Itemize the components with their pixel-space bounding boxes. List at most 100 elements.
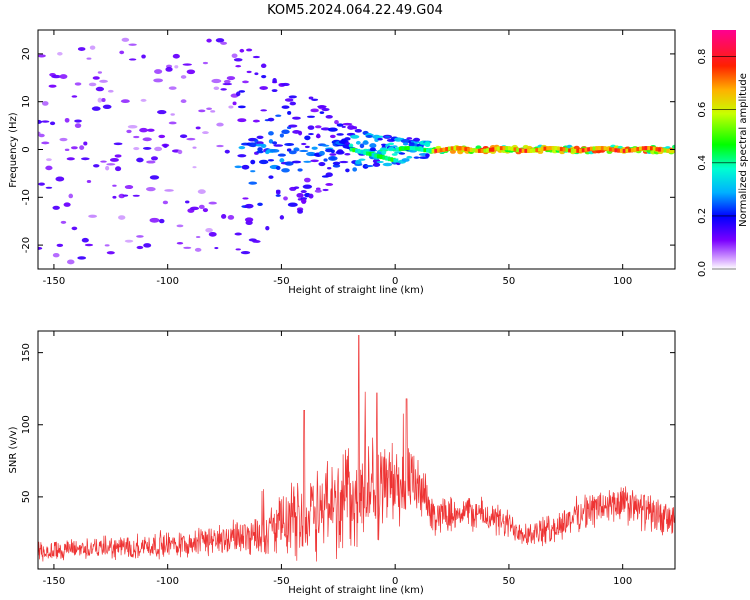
heatmap-cell	[275, 189, 281, 193]
heatmap-cell	[211, 78, 222, 84]
heatmap-cell	[74, 123, 82, 129]
heatmap-cell	[248, 142, 258, 148]
heatmap-cell	[252, 240, 261, 243]
heatmap-band-cell	[633, 147, 639, 152]
heatmap-cell	[355, 140, 361, 145]
heatmap-cell	[329, 153, 337, 156]
heatmap-cell	[177, 149, 183, 155]
heatmap-cell	[302, 184, 313, 189]
heatmap-cell	[246, 48, 253, 52]
heatmap-cell	[297, 168, 303, 172]
heatmap-band-cell	[434, 148, 440, 153]
heatmap-band-cell	[423, 148, 429, 153]
heatmap-cell	[304, 135, 311, 141]
heatmap-cell	[235, 248, 241, 251]
heatmap-cell	[41, 141, 50, 145]
heatmap-band-cell	[538, 147, 544, 152]
heatmap-cell	[358, 158, 366, 161]
colorbar-tick-label: 0.8	[697, 49, 708, 65]
heatmap-band-cell	[387, 157, 393, 162]
heatmap-cell	[106, 251, 115, 255]
heatmap-band-cell	[592, 146, 598, 151]
heatmap-band-cell	[546, 146, 552, 151]
x-tick-label: -100	[156, 576, 179, 587]
heatmap-cell	[300, 198, 307, 204]
heatmap-cell	[105, 165, 110, 171]
heatmap-cell	[113, 142, 123, 146]
heatmap-cell	[271, 89, 278, 92]
heatmap-band-cell	[521, 148, 527, 153]
snr-x-ticks: -150 -100 -50 0 50 100	[43, 331, 632, 587]
x-tick-label: 50	[503, 576, 516, 587]
heatmap-cell	[79, 145, 85, 150]
heatmap-band-cell	[540, 147, 546, 152]
heatmap-cell	[84, 243, 94, 247]
heatmap-cell	[60, 220, 67, 224]
heatmap-cell	[256, 135, 264, 139]
heatmap-cell	[317, 105, 327, 109]
y-tick-label: 100	[21, 415, 32, 434]
heatmap-band-cell	[447, 146, 453, 151]
heatmap-cell	[121, 37, 130, 42]
heatmap-cell	[330, 156, 336, 160]
heatmap-cell	[314, 125, 322, 129]
heatmap-cell	[339, 160, 349, 164]
heatmap-cell	[242, 197, 249, 200]
heatmap-cell	[275, 194, 281, 197]
heatmap-band-cell	[472, 148, 478, 153]
heatmap-cell	[55, 176, 65, 182]
heatmap-band-cell	[611, 147, 617, 152]
heatmap-cell	[369, 143, 377, 149]
heatmap-cell	[95, 86, 105, 92]
heatmap-cell	[132, 194, 140, 197]
heatmap-cell	[252, 55, 261, 59]
heatmap-cell	[241, 164, 250, 170]
spectrogram-y-ticks: -20 -10 0 10 20	[21, 48, 675, 253]
heatmap-cell	[272, 141, 278, 145]
heatmap-cell	[277, 153, 286, 157]
x-tick-label: -50	[273, 276, 289, 287]
heatmap-cell	[388, 146, 394, 150]
heatmap-cell	[51, 74, 62, 79]
heatmap-cell	[136, 157, 144, 163]
heatmap-band-cell	[393, 158, 399, 163]
heatmap-band-cell	[510, 146, 516, 151]
heatmap-band-cell	[502, 146, 508, 151]
heatmap-band-cell	[666, 148, 672, 153]
heatmap-cell	[180, 99, 187, 104]
heatmap-cell	[208, 201, 217, 205]
heatmap-cell	[287, 202, 298, 207]
heatmap-cell	[257, 202, 263, 206]
heatmap-cell	[311, 98, 319, 101]
heatmap-cell	[222, 82, 233, 86]
heatmap-cell	[234, 165, 242, 169]
heatmap-band-cell	[548, 146, 554, 151]
heatmap-cell	[124, 239, 134, 243]
heatmap-band-cell	[655, 147, 661, 152]
heatmap-cell	[342, 122, 353, 126]
colorbar-tick-label: 0.6	[697, 102, 708, 118]
heatmap-cell	[308, 133, 314, 136]
heatmap-cell	[142, 137, 152, 142]
heatmap-band-cell	[494, 146, 500, 151]
heatmap-cell	[91, 106, 101, 111]
heatmap-cell	[256, 150, 264, 154]
heatmap-cell	[157, 109, 167, 115]
heatmap-cell	[398, 152, 406, 155]
heatmap-cell	[174, 65, 179, 69]
heatmap-cell	[158, 134, 166, 139]
snr-panel: -150 -100 -50 0 50 100 50 100 150 Height of str…	[8, 330, 676, 596]
heatmap-band-cell	[404, 146, 410, 151]
heatmap-cell	[382, 162, 393, 167]
heatmap-cell	[216, 122, 224, 127]
heatmap-cell	[97, 71, 103, 74]
heatmap-cell	[220, 88, 227, 91]
heatmap-band-cell	[622, 148, 628, 153]
x-tick-label: 100	[613, 576, 632, 587]
heatmap-cell	[80, 157, 90, 161]
heatmap-cell	[284, 161, 294, 166]
heatmap-cell	[279, 158, 285, 163]
heatmap-band-cell	[617, 148, 623, 153]
heatmap-cell	[81, 237, 89, 243]
